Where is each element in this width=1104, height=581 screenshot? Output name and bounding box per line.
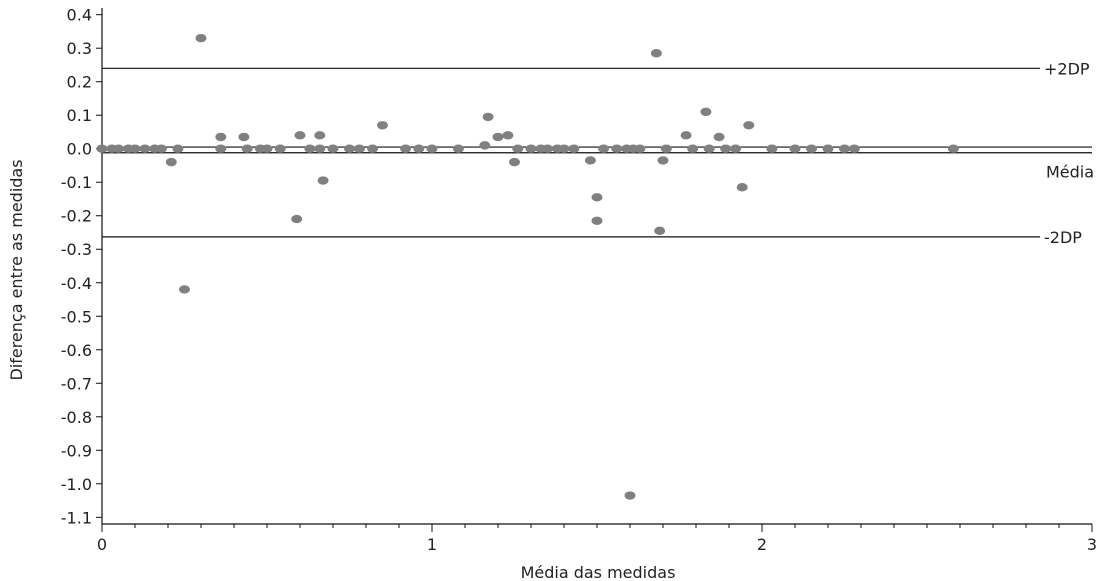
- data-point: [367, 144, 379, 153]
- y-tick-label: -0.1: [61, 173, 92, 192]
- y-tick-label: -0.2: [61, 207, 92, 226]
- data-point: [413, 144, 425, 153]
- x-axis-ticks: 0 1 2 3: [97, 524, 1097, 554]
- data-point: [314, 131, 326, 140]
- x-tick-label: 2: [757, 535, 767, 554]
- y-tick-label: 0.4: [67, 6, 92, 25]
- data-points: [96, 33, 959, 500]
- data-point: [512, 144, 524, 153]
- x-tick-label: 0: [97, 535, 107, 554]
- data-point: [155, 144, 167, 153]
- data-point: [584, 156, 596, 165]
- data-point: [317, 176, 329, 185]
- data-point: [591, 216, 603, 225]
- data-point: [172, 144, 184, 153]
- data-point: [839, 144, 850, 153]
- data-point: [165, 157, 177, 167]
- data-point: [314, 144, 326, 153]
- data-point: [426, 144, 438, 153]
- data-point: [344, 144, 355, 153]
- data-point: [634, 144, 646, 153]
- data-point: [654, 226, 666, 236]
- y-tick-label: -0.9: [61, 441, 92, 460]
- data-point: [736, 183, 748, 192]
- data-point: [789, 144, 801, 153]
- data-point: [591, 193, 603, 202]
- data-point: [822, 144, 834, 153]
- data-point: [215, 144, 227, 153]
- data-point: [241, 144, 253, 153]
- y-tick-label: -1.1: [61, 508, 92, 527]
- y-tick-label: -0.6: [61, 341, 92, 360]
- data-point: [703, 144, 715, 153]
- data-point: [96, 144, 108, 153]
- axes: [101, 8, 1092, 525]
- y-tick-label: -0.8: [61, 408, 92, 427]
- y-tick-label: -0.4: [61, 274, 92, 293]
- data-point: [291, 214, 303, 224]
- y-tick-label: -0.7: [61, 374, 92, 393]
- data-point: [730, 144, 742, 153]
- data-point: [568, 144, 580, 153]
- data-point: [479, 141, 491, 150]
- data-point: [743, 121, 755, 130]
- data-point: [657, 156, 669, 165]
- limit-label: -2DP: [1044, 228, 1082, 247]
- x-tick-label: 1: [427, 535, 437, 554]
- data-point: [113, 144, 124, 153]
- reference-lines: +2DP Média -2DP: [102, 59, 1094, 247]
- data-point: [660, 144, 672, 153]
- data-point: [215, 132, 227, 142]
- data-point: [304, 144, 316, 153]
- data-point: [377, 121, 388, 130]
- data-point: [542, 144, 553, 153]
- y-tick-label: -1.0: [61, 475, 92, 494]
- y-axis-ticks: 0.4 0.3 0.2 0.1 0.0 -0.1 -0.2 -0.3 -0.4 -0.5 -0.6 -…: [61, 6, 102, 527]
- limit-label: +2DP: [1044, 59, 1090, 78]
- data-point: [947, 144, 959, 153]
- data-point: [700, 107, 712, 117]
- x-axis-title: Média das medidas: [521, 563, 676, 581]
- data-point: [274, 144, 286, 153]
- y-tick-label: -0.3: [61, 240, 92, 259]
- data-point: [624, 491, 636, 500]
- x-tick-label: 3: [1087, 535, 1097, 554]
- data-point: [238, 132, 250, 142]
- data-point: [261, 144, 273, 153]
- mean-label: Média: [1046, 163, 1094, 182]
- y-tick-label: 0.2: [67, 73, 92, 92]
- data-point: [353, 144, 365, 153]
- data-point: [680, 131, 692, 140]
- data-point: [720, 144, 732, 153]
- data-point: [509, 157, 520, 167]
- y-tick-label: 0.3: [67, 39, 92, 58]
- data-point: [598, 144, 610, 153]
- y-tick-label: -0.5: [61, 307, 92, 326]
- data-point: [525, 144, 537, 153]
- data-point: [129, 144, 141, 153]
- data-point: [400, 144, 412, 153]
- data-point: [650, 49, 662, 58]
- y-axis-title: Diferença entre as medidas: [7, 159, 26, 380]
- data-point: [687, 144, 699, 153]
- data-point: [806, 144, 817, 153]
- data-point: [195, 33, 207, 43]
- y-tick-label: 0.0: [67, 140, 92, 159]
- data-point: [611, 144, 623, 153]
- data-point: [766, 144, 778, 153]
- data-point: [558, 144, 570, 153]
- data-point: [848, 144, 860, 153]
- data-point: [713, 132, 725, 142]
- data-point: [482, 112, 494, 122]
- data-point: [139, 144, 151, 153]
- data-point: [294, 131, 306, 140]
- data-point: [492, 132, 504, 142]
- data-point: [452, 144, 464, 153]
- y-tick-label: 0.1: [67, 106, 92, 125]
- data-point: [179, 285, 190, 294]
- data-point: [502, 131, 514, 140]
- data-point: [327, 144, 339, 153]
